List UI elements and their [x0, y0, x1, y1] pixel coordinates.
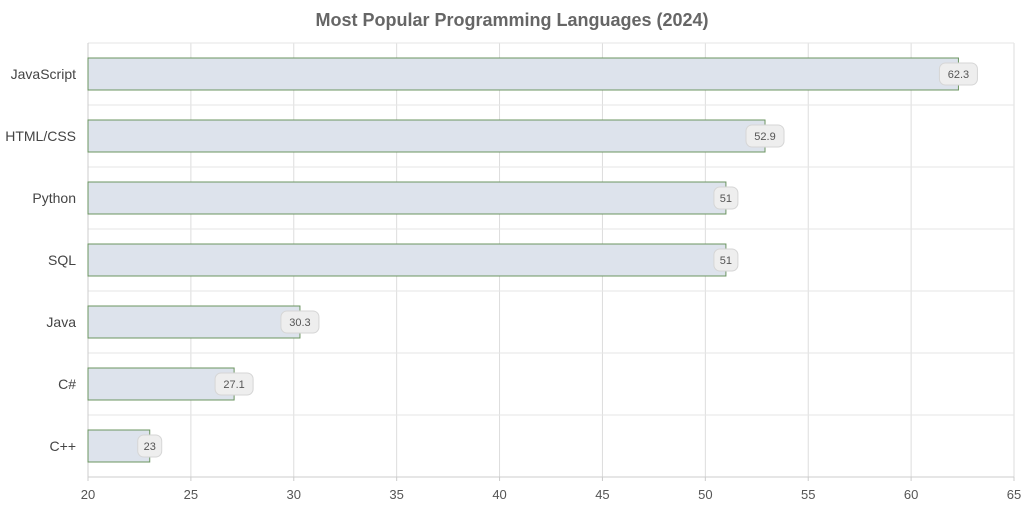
value-label: 51: [720, 255, 732, 267]
bar: [87, 305, 301, 339]
value-label-bg: [713, 186, 739, 210]
x-tick-label: 40: [492, 487, 506, 502]
x-tick-label: 30: [287, 487, 301, 502]
value-label-bg: [137, 434, 163, 458]
x-tick-label: 50: [698, 487, 712, 502]
value-label-bg: [713, 248, 739, 272]
category-label: Java: [46, 314, 76, 330]
category-label: HTML/CSS: [5, 128, 76, 144]
value-label: 27.1: [223, 379, 244, 391]
x-tick-label: 45: [595, 487, 609, 502]
x-tick-label: 65: [1007, 487, 1021, 502]
x-tick-label: 60: [904, 487, 918, 502]
value-label-bg: [214, 372, 254, 396]
bar: [87, 57, 959, 91]
value-label-bg: [280, 310, 320, 334]
bar: [87, 181, 727, 215]
x-tick-label: 20: [81, 487, 95, 502]
value-label-bg: [745, 124, 785, 148]
bar: [87, 243, 727, 277]
category-label: SQL: [48, 252, 76, 268]
value-label-bg: [938, 62, 978, 86]
value-label: 52.9: [754, 131, 775, 143]
value-label: 62.3: [948, 69, 969, 81]
category-label: C#: [58, 376, 76, 392]
x-tick-label: 55: [801, 487, 815, 502]
value-label: 23: [144, 441, 156, 453]
category-label: C++: [50, 438, 76, 454]
x-tick-label: 25: [184, 487, 198, 502]
category-label: Python: [32, 190, 76, 206]
bar: [87, 367, 235, 401]
chart-title: Most Popular Programming Languages (2024…: [315, 10, 709, 30]
x-tick-label: 35: [389, 487, 403, 502]
category-label: JavaScript: [11, 66, 76, 82]
value-label: 51: [720, 193, 732, 205]
value-label: 30.3: [289, 317, 310, 329]
bar: [87, 119, 766, 153]
